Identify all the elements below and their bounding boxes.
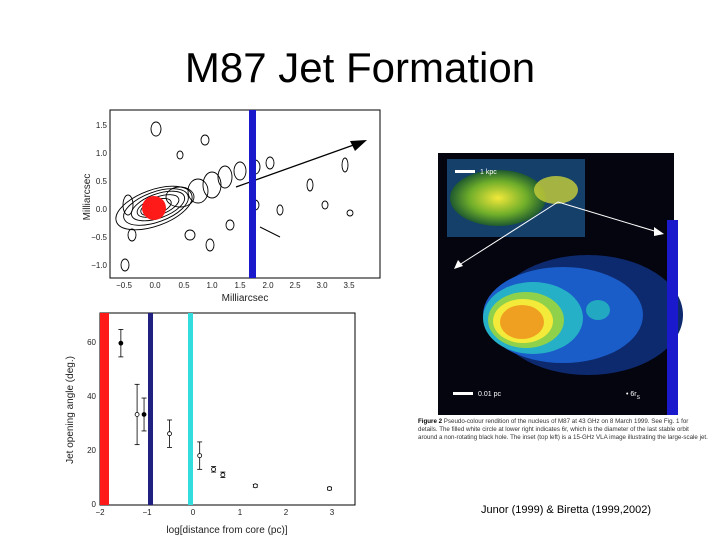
top-y-tick: 0.0: [96, 205, 108, 214]
top-x-tick: 2.5: [289, 281, 301, 290]
top-x-tick: −0.5: [116, 281, 132, 290]
chart-points: [118, 329, 332, 491]
bottom-y-tick: 20: [87, 446, 96, 455]
bottom-x-tick: 3: [330, 508, 335, 517]
bottom-y-ticks: 60 40 20 0: [87, 338, 96, 509]
bottom-navy-bar: [148, 313, 153, 505]
top-x-tick: 1.5: [234, 281, 246, 290]
top-y-label: Milliarcsec: [82, 174, 93, 221]
top-x-tick: 2.0: [262, 281, 274, 290]
bottom-x-ticks: −2 −1 0 1 2 3: [95, 508, 334, 517]
figure-caption: Figure 2 Pseudo-colour rendition of the …: [418, 418, 708, 442]
bottom-red-bar: [100, 313, 109, 505]
inset-scale-bar: [455, 170, 475, 173]
image-blue-bar: [667, 220, 678, 415]
core-marker: [142, 196, 166, 220]
inset-label: 1 kpc: [480, 169, 497, 176]
inset-halo: [450, 170, 546, 226]
credit-text: Junor (1999) & Biretta (1999,2002): [481, 504, 651, 516]
contour-plot-frame: [109, 109, 381, 279]
bottom-x-tick: 0: [191, 508, 196, 517]
data-point: [211, 466, 216, 472]
top-x-tick: 0.5: [178, 281, 190, 290]
pointer-line-left: [455, 201, 559, 268]
bottom-x-tick: 1: [238, 508, 243, 517]
data-point: [141, 412, 147, 417]
top-y-tick: 0.5: [96, 177, 108, 186]
caption-text: Pseudo-colour rendition of the nucleus o…: [418, 418, 708, 441]
pointer-line-right: [557, 201, 662, 234]
top-y-tick: −0.5: [91, 233, 107, 242]
top-x-tick: 1.0: [206, 281, 218, 290]
top-y-tick: −1.0: [91, 261, 107, 270]
bottom-y-tick: 40: [87, 392, 96, 401]
top-y-tick: 1.5: [96, 121, 108, 130]
bottom-x-tick: −2: [95, 508, 105, 517]
data-point: [197, 453, 203, 459]
top-x-label: Milliarcsec: [222, 293, 269, 304]
caption-bold: Figure 2: [418, 418, 443, 425]
scale-label: 0.01 pc: [478, 391, 501, 398]
jet-knot: [586, 300, 610, 320]
data-point: [167, 431, 172, 437]
data-point: [220, 472, 226, 478]
bottom-cyan-bar: [188, 313, 193, 505]
bottom-y-tick: 0: [92, 500, 97, 509]
rs-label: • 6rS: [626, 391, 641, 401]
top-y-ticks: 1.5 1.0 0.5 0.0 −0.5 −1.0: [91, 121, 107, 270]
bottom-y-label: Jet opening angle (deg.): [65, 356, 76, 464]
chart-frame: [99, 312, 356, 506]
top-x-tick: 3.5: [343, 281, 355, 290]
data-point: [252, 483, 258, 489]
data-point: [327, 486, 332, 491]
pointer-head-right: [654, 227, 664, 236]
bottom-x-label: log[distance from core (pc)]: [166, 525, 287, 536]
bottom-x-tick: −1: [142, 508, 152, 517]
top-blue-bar: [249, 110, 256, 278]
inset-knot: [534, 176, 578, 204]
contour-plot: −0.5 0.0 0.5 1.0 1.5 2.0 2.5 3.0 3.5 1.5…: [82, 109, 381, 304]
bottom-y-tick: 60: [87, 338, 96, 347]
jet-arrow-head: [350, 140, 367, 151]
data-point: [134, 412, 140, 417]
top-y-tick: 1.0: [96, 149, 108, 158]
top-x-tick: 3.0: [316, 281, 328, 290]
slide-title: M87 Jet Formation: [184, 44, 536, 91]
radio-image-panel: 1 kpc 0.01 pc • 6rS: [438, 153, 683, 415]
scale-bar: [453, 392, 473, 395]
data-point: [118, 340, 124, 346]
top-x-ticks: −0.5 0.0 0.5 1.0 1.5 2.0 2.5 3.0 3.5: [116, 281, 355, 290]
dash-mark: [259, 226, 281, 238]
pointer-head-left: [454, 260, 463, 269]
jet-arrow-line: [235, 141, 363, 188]
opening-angle-chart: −2 −1 0 1 2 3 60 40 20 0 log[distance fr…: [65, 312, 356, 536]
top-x-tick: 0.0: [149, 281, 161, 290]
bottom-x-tick: 2: [284, 508, 289, 517]
jet-core: [500, 305, 544, 339]
